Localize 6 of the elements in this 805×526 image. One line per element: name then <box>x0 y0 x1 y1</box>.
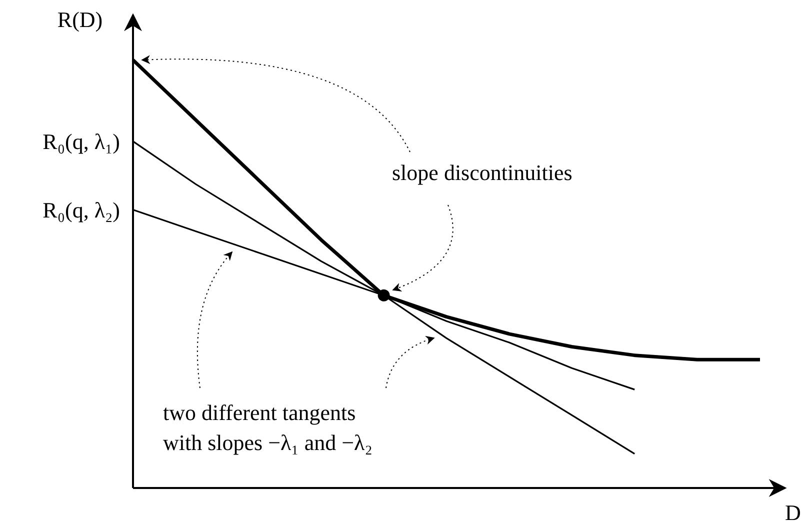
annotation: two different tangents with slopes −λ₁ and −λ₂ <box>163 400 372 455</box>
text: R₀(q, λ₁) <box>42 129 120 154</box>
y-axis-title: R(D) <box>57 7 103 32</box>
annotation: slope discontinuities <box>392 160 572 185</box>
x-axis-title: D <box>785 500 801 525</box>
text: R₀(q, λ₂) <box>42 198 120 222</box>
